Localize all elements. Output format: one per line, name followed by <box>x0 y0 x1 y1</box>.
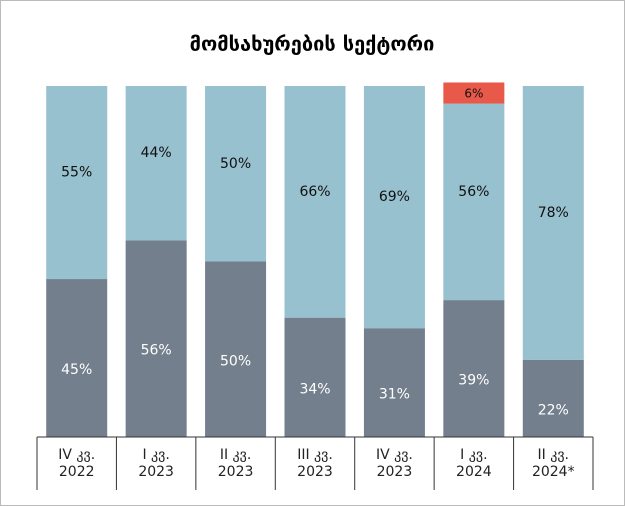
bar-segment <box>522 86 584 360</box>
bar-segment <box>205 86 267 262</box>
bar-segment <box>363 328 425 437</box>
bar-segment <box>205 261 267 437</box>
x-tick-label: I კვ. 2024 <box>456 447 492 480</box>
value-label: 6% <box>464 87 483 101</box>
value-label: 55% <box>61 165 92 181</box>
bar-segment <box>443 82 505 104</box>
x-tick-label: II კვ. 2024* <box>532 447 575 480</box>
bar-segment <box>284 317 346 437</box>
bar-segment <box>46 279 108 437</box>
x-tick-label: IV კვ. 2023 <box>376 447 413 480</box>
value-label: 69% <box>379 189 410 205</box>
bar-segment <box>443 300 505 437</box>
value-label: 31% <box>379 387 410 403</box>
x-tick-label-line: 2024 <box>456 464 492 480</box>
value-label: 56% <box>141 343 172 359</box>
value-label: 22% <box>538 402 569 418</box>
value-label: 45% <box>61 362 92 378</box>
value-label: 50% <box>220 353 251 369</box>
bar-segment <box>46 86 108 280</box>
value-label: 34% <box>299 381 330 397</box>
x-tick-label-line: 2023 <box>138 464 174 480</box>
bar-segment <box>443 103 505 301</box>
x-tick-label-line: 2023 <box>297 464 333 480</box>
x-tick-label-line: I კვ. <box>460 447 487 463</box>
x-tick-label-line: I კვ. <box>142 447 169 463</box>
x-tick-label-line: 2024* <box>532 464 575 480</box>
x-tick-label-line: IV კვ. <box>58 447 95 463</box>
x-tick-label: IV კვ. 2022 <box>58 447 95 480</box>
value-label: 50% <box>220 156 251 172</box>
value-label: 56% <box>458 184 489 200</box>
bar-segment <box>284 86 346 318</box>
value-label: 39% <box>458 373 489 389</box>
x-tick-label: II კვ. 2023 <box>218 447 254 480</box>
x-tick-label: III კვ. 2023 <box>297 447 333 480</box>
bar-segment <box>125 86 187 241</box>
x-tick-label-line: IV კვ. <box>376 447 413 463</box>
value-label: 78% <box>538 205 569 221</box>
x-tick-label-line: II კვ. <box>220 447 251 463</box>
x-tick-label: I კვ. 2023 <box>138 447 174 480</box>
x-tick-label-line: 2023 <box>377 464 413 480</box>
value-label: 44% <box>141 145 172 161</box>
value-label: 66% <box>299 184 330 200</box>
x-tick-label-line: III კვ. <box>297 447 333 463</box>
bar-segment <box>522 359 584 437</box>
x-tick-label-line: 2023 <box>218 464 254 480</box>
x-tick-label-line: II კვ. <box>538 447 569 463</box>
bar-segment <box>363 86 425 329</box>
x-tick-label-line: 2022 <box>59 464 95 480</box>
bar-segment <box>125 240 187 437</box>
chart-title: მომსახურების სექტორი <box>190 32 435 56</box>
